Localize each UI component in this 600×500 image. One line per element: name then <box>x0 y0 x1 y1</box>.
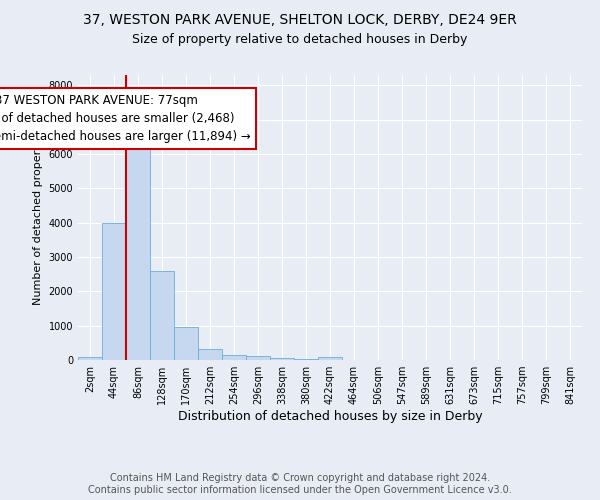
Text: Size of property relative to detached houses in Derby: Size of property relative to detached ho… <box>133 32 467 46</box>
Bar <box>294 359 318 360</box>
Bar <box>150 270 174 360</box>
Bar <box>318 356 342 360</box>
Bar <box>222 355 246 360</box>
Bar <box>78 358 102 360</box>
X-axis label: Distribution of detached houses by size in Derby: Distribution of detached houses by size … <box>178 410 482 423</box>
Bar <box>270 358 294 360</box>
Bar <box>198 348 222 360</box>
Bar <box>126 135 150 360</box>
Text: 37 WESTON PARK AVENUE: 77sqm
← 17% of detached houses are smaller (2,468)
82% of: 37 WESTON PARK AVENUE: 77sqm ← 17% of de… <box>0 94 251 143</box>
Bar <box>246 356 270 360</box>
Bar <box>174 328 198 360</box>
Bar <box>102 222 126 360</box>
Text: Contains HM Land Registry data © Crown copyright and database right 2024.
Contai: Contains HM Land Registry data © Crown c… <box>88 474 512 495</box>
Y-axis label: Number of detached properties: Number of detached properties <box>33 130 43 305</box>
Text: 37, WESTON PARK AVENUE, SHELTON LOCK, DERBY, DE24 9ER: 37, WESTON PARK AVENUE, SHELTON LOCK, DE… <box>83 12 517 26</box>
